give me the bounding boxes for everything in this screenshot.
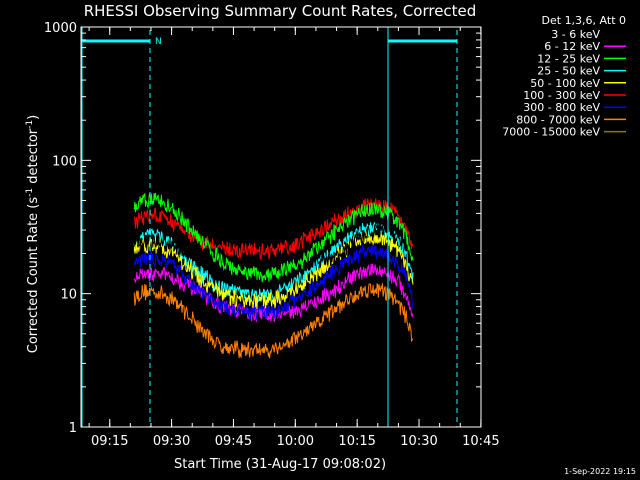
- legend-label-5: 100 - 300 keV: [523, 89, 600, 102]
- x-tick-label-4: 10:15: [338, 434, 375, 449]
- series-layer: [133, 192, 414, 359]
- x-tick-label-6: 10:45: [462, 434, 499, 449]
- y-tick-label-1: 10: [60, 288, 77, 303]
- legend-label-1: 6 - 12 keV: [544, 40, 600, 53]
- annotation-layer: N: [81, 27, 458, 427]
- y-axis-label-sup-2: -1: [25, 120, 35, 129]
- plot-frame: [80, 26, 482, 428]
- series-line-0: [133, 222, 414, 271]
- x-tick-label-3: 10:00: [277, 434, 314, 449]
- x-axis-label: Start Time (31-Aug-17 09:08:02): [174, 457, 386, 472]
- y-axis-label-part-1: Corrected Count Rate (s: [26, 197, 41, 354]
- y-axis-label-sup-1: -1: [25, 188, 35, 197]
- x-tick-label-0: 09:15: [91, 434, 128, 449]
- y-axis-label-part-2: detector: [26, 128, 41, 188]
- series-line-4: [133, 230, 414, 310]
- legend-header: Det 1,3,6, Att 0: [542, 14, 626, 27]
- x-tick-label-5: 10:30: [400, 434, 437, 449]
- y-tick-label-3: 1000: [44, 21, 77, 36]
- generation-timestamp: 1-Sep-2022 19:15: [564, 467, 636, 476]
- series-line-7: [133, 282, 414, 359]
- legend-label-6: 300 - 800 keV: [523, 101, 600, 114]
- series-line-6: [133, 244, 414, 321]
- y-tick-label-2: 100: [52, 154, 77, 169]
- legend-label-2: 12 - 25 keV: [537, 52, 600, 65]
- legend-label-4: 50 - 100 keV: [530, 77, 600, 90]
- x-tick-label-2: 09:45: [215, 434, 252, 449]
- legend-label-8: 7000 - 15000 keV: [502, 126, 600, 139]
- y-axis-label-part-3: ): [26, 115, 41, 120]
- y-tick-label-0: 1: [69, 421, 77, 436]
- annotation-label-n: N: [155, 37, 162, 47]
- plot-region: N 09:15 09:30 09:45 10:00 10:15 10:30 10:45 11…: [44, 21, 500, 449]
- y-axis-ticks: 1 10 100 1000: [44, 21, 481, 436]
- chart-title: RHESSI Observing Summary Count Rates, Co…: [84, 2, 477, 20]
- x-axis-ticks: 09:15 09:30 09:45 10:00 10:15 10:30 10:45: [88, 27, 500, 449]
- y-axis-label: Corrected Count Rate (s-1 detector-1): [25, 115, 41, 353]
- legend-label-0: 3 - 6 keV: [551, 28, 600, 41]
- series-line-2: [133, 192, 414, 283]
- x-tick-label-1: 09:30: [153, 434, 190, 449]
- legend-label-3: 25 - 50 keV: [537, 65, 600, 78]
- series-line-5: [133, 197, 414, 261]
- legend-label-7: 800 - 7000 keV: [516, 113, 600, 126]
